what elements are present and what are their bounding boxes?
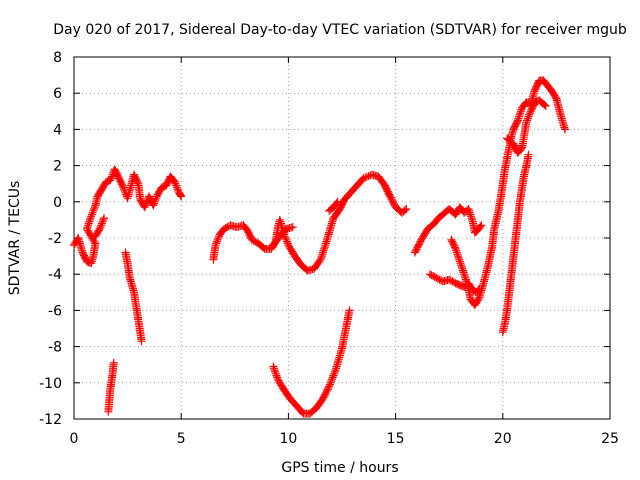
y-tick-label: 0 [53, 195, 62, 211]
data-point-markers [498, 150, 533, 337]
y-tick-label: -2 [48, 231, 62, 247]
data-series-12 [498, 150, 533, 337]
x-tick-label: 5 [177, 431, 186, 447]
y-tick-label: -6 [48, 303, 62, 319]
data-point-markers [410, 203, 486, 257]
data-series-11 [503, 96, 550, 157]
data-point-markers [121, 248, 146, 346]
x-tick-label: 15 [387, 431, 405, 447]
y-axis-label: SDTVAR / TECUs [7, 181, 23, 296]
data-series-2 [121, 248, 146, 346]
data-series-10 [447, 76, 569, 309]
data-series [70, 76, 569, 418]
y-tick-label: -10 [39, 376, 62, 392]
data-point-markers [104, 358, 118, 416]
data-point-markers [70, 165, 186, 268]
data-series-7 [269, 306, 354, 418]
x-tick-label: 0 [70, 431, 79, 447]
data-series-3 [104, 358, 118, 416]
data-series-6 [325, 197, 342, 215]
data-point-markers [325, 197, 342, 215]
data-series-5 [269, 223, 297, 250]
y-tick-label: -12 [39, 412, 62, 428]
data-series-4 [209, 170, 411, 275]
data-point-markers [447, 76, 569, 309]
data-point-markers [503, 96, 550, 157]
x-tick-label: 20 [494, 431, 512, 447]
y-tick-label: 2 [53, 159, 62, 175]
y-tick-label: 6 [53, 86, 62, 102]
data-point-markers [269, 223, 297, 250]
y-tick-label: -8 [48, 340, 62, 356]
data-series-0 [70, 165, 186, 268]
y-tick-label: 8 [53, 50, 62, 66]
data-point-markers [209, 170, 411, 275]
axis-ticks: 0 5 10 15 20 25 -12 -10 -8 -6 -4 -2 0 2 4 6 8 [39, 50, 619, 447]
y-tick-label: -4 [48, 267, 62, 283]
chart-title: Day 020 of 2017, Sidereal Day-to-day VTE… [53, 22, 627, 38]
x-tick-label: 10 [279, 431, 297, 447]
x-axis-label: GPS time / hours [281, 460, 398, 476]
data-series-1 [91, 214, 108, 241]
data-point-markers [269, 306, 354, 418]
y-tick-label: 4 [53, 122, 62, 138]
data-series-8 [410, 203, 486, 257]
data-point-markers [91, 214, 108, 241]
x-tick-label: 25 [601, 431, 619, 447]
